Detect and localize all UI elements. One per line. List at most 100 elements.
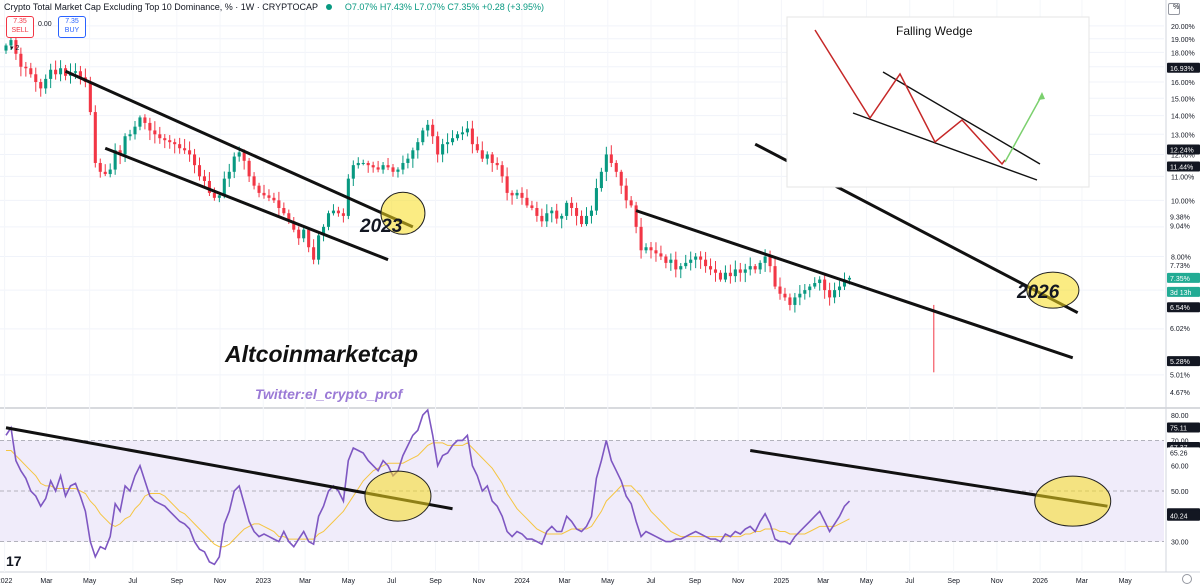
candle [644,243,648,254]
price-label-text: 4.67% [1170,390,1190,397]
rsi-line [5,408,851,566]
time-tick-label: Nov [473,578,486,585]
price-axis-unit: % [1173,4,1179,11]
time-tick-label: 2024 [514,578,530,585]
candle-body [242,152,246,161]
time-tick-label: Jul [387,578,396,585]
candle [575,202,579,226]
sell-button[interactable]: 7.35 SELL [6,16,34,38]
time-tick-label: Mar [299,578,312,585]
candle-body [684,262,688,267]
candle [307,227,311,253]
price-label-text: 6.54% [1170,305,1190,312]
price-label-bg [1167,356,1200,367]
candle-body [728,272,732,277]
price-tick-label: 12.00% [1171,152,1195,159]
candle-body [307,229,311,248]
candle [743,263,747,283]
candle-body [723,272,727,280]
candle [709,258,713,276]
candle-body [733,269,737,277]
price-label-bg [1167,144,1200,155]
candle [148,117,152,141]
candle-body [694,256,698,260]
rsi-label: 40.24 [1167,510,1200,521]
candles [4,31,935,373]
price-label-bg [1167,220,1200,231]
candle [818,276,822,291]
candle-body [406,158,410,163]
candle-body [113,150,117,170]
candle [49,63,53,89]
candle [59,60,63,82]
candle-body [614,162,618,172]
candle-body [555,210,559,219]
highlight-2023-rsi [364,470,432,522]
price-label-text: 7.73% [1170,263,1190,270]
candle [614,160,618,178]
candle-body [351,165,355,179]
candle-body [376,167,380,170]
candle [793,292,797,313]
price-label-bg [1167,260,1200,271]
candle [163,134,167,149]
candle-body [247,160,251,177]
rsi-tick-label: 50.00 [1171,489,1189,496]
candle-body [322,226,326,236]
price-label: 7.73% [1167,260,1200,271]
candle-body [768,256,772,267]
candle [371,161,375,173]
candle-body [326,213,331,227]
price-label: 11.44% [1167,161,1200,172]
candle [14,37,18,60]
candle-body [29,68,33,75]
candle-body [396,169,400,172]
candle [733,260,737,283]
price-label-text: 9.04% [1170,224,1190,231]
candle-body [550,210,554,214]
candle-body [475,144,479,151]
candle [783,287,787,301]
settings-gear-icon[interactable] [1182,574,1192,584]
price-label: 6.02% [1167,323,1200,334]
candle-body [575,208,579,216]
price-label: 5.01% [1167,369,1200,380]
candle-body [828,290,832,298]
candle-body [262,192,266,196]
candle-body [654,250,658,254]
rsi-label-text: 40.24 [1170,514,1188,521]
candle-body [669,259,673,263]
candle [778,277,782,300]
settings-icon[interactable] [1168,3,1180,15]
candle [520,187,524,205]
candle [833,282,837,304]
candle-body [599,171,603,189]
candle-body [679,266,683,270]
candle-body [49,69,53,79]
price-label-text: 5.01% [1170,372,1190,379]
candle [609,145,613,168]
tradingview-logo: 17 [6,553,22,569]
price-tick-label: 10.00% [1171,198,1195,205]
candle [232,152,236,179]
candle [207,172,211,197]
time-tick-label: Sep [429,578,442,585]
candle [98,158,102,178]
falling-wedge-inset: Falling Wedge [786,16,1090,188]
candle-body [436,136,440,155]
candle-body [237,152,241,157]
price-tick-label: 18.00% [1171,50,1195,57]
candle [674,251,678,278]
price-label: 6.54% [1167,302,1200,313]
candle-body [778,286,782,294]
candle-body [709,266,713,270]
candle [738,262,742,282]
candle [803,284,807,300]
symbol-title[interactable]: Crypto Total Market Cap Excluding Top 10… [4,2,318,12]
candle [679,263,683,279]
buy-button[interactable]: 7.35 BUY [58,16,86,38]
candle [197,157,202,181]
candle [560,213,564,229]
candle-body [505,176,509,193]
